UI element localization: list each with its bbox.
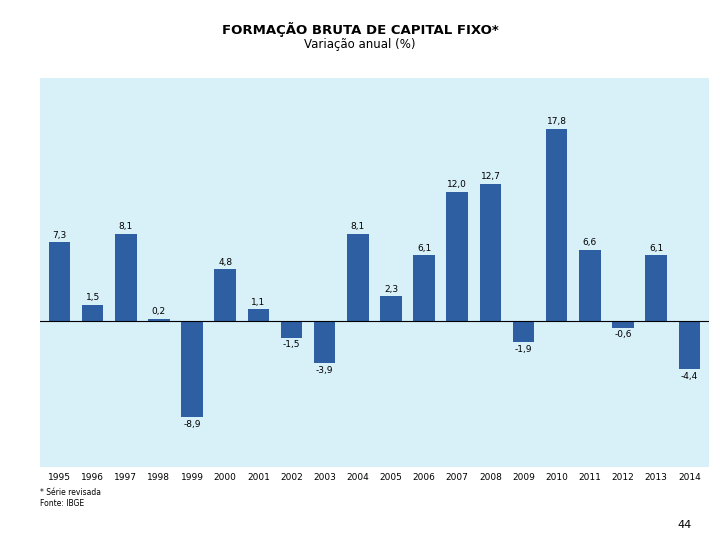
Bar	[181, 321, 203, 417]
Text: Fonte: IBGE: Fonte: IBGE	[40, 498, 84, 508]
Bar	[413, 255, 435, 321]
Bar	[49, 242, 71, 321]
Bar	[281, 321, 302, 338]
Text: 12,7: 12,7	[480, 172, 500, 181]
Bar	[546, 129, 567, 321]
Text: 6,6: 6,6	[582, 238, 597, 247]
Text: -1,9: -1,9	[515, 345, 532, 354]
Bar	[380, 296, 402, 321]
Text: -1,5: -1,5	[283, 340, 300, 349]
Bar	[612, 321, 634, 328]
Bar	[480, 184, 501, 321]
Text: 6,1: 6,1	[649, 244, 663, 253]
Bar	[347, 234, 369, 321]
Text: -0,6: -0,6	[614, 330, 631, 340]
Bar	[148, 319, 170, 321]
Bar	[82, 305, 104, 321]
Text: 8,1: 8,1	[351, 222, 365, 231]
Text: FORMAÇÃO BRUTA DE CAPITAL FIXO*: FORMAÇÃO BRUTA DE CAPITAL FIXO*	[222, 22, 498, 37]
Bar	[314, 321, 336, 363]
Text: Variação anual (%): Variação anual (%)	[305, 38, 415, 51]
Text: * Série revisada: * Série revisada	[40, 488, 101, 497]
Text: 0,2: 0,2	[152, 307, 166, 316]
Text: 6,1: 6,1	[417, 244, 431, 253]
Bar	[248, 309, 269, 321]
Bar	[645, 255, 667, 321]
Text: 2,3: 2,3	[384, 285, 398, 294]
Bar	[513, 321, 534, 342]
Text: 7,3: 7,3	[53, 231, 67, 240]
Text: 44: 44	[677, 520, 691, 530]
Text: -8,9: -8,9	[184, 420, 201, 429]
Bar	[215, 269, 236, 321]
Text: -3,9: -3,9	[316, 366, 333, 375]
Bar	[115, 234, 137, 321]
Text: 8,1: 8,1	[119, 222, 133, 231]
Text: 17,8: 17,8	[546, 117, 567, 126]
Bar	[579, 250, 600, 321]
Text: 4,8: 4,8	[218, 258, 233, 267]
Text: 1,5: 1,5	[86, 293, 100, 302]
Bar	[678, 321, 700, 369]
Text: -4,4: -4,4	[680, 372, 698, 381]
Text: 1,1: 1,1	[251, 298, 266, 307]
Bar	[446, 192, 468, 321]
Text: 12,0: 12,0	[447, 180, 467, 189]
